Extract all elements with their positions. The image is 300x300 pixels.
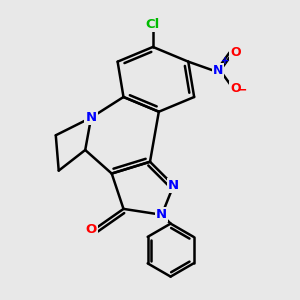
Text: O: O (230, 82, 241, 95)
Text: N: N (168, 179, 179, 192)
Text: N: N (85, 111, 97, 124)
Text: O: O (230, 46, 241, 59)
Text: Cl: Cl (146, 18, 160, 32)
Text: +: + (221, 56, 229, 66)
Text: O: O (85, 223, 97, 236)
Text: N: N (156, 208, 167, 221)
Text: N: N (212, 64, 223, 77)
Text: −: − (237, 83, 247, 96)
